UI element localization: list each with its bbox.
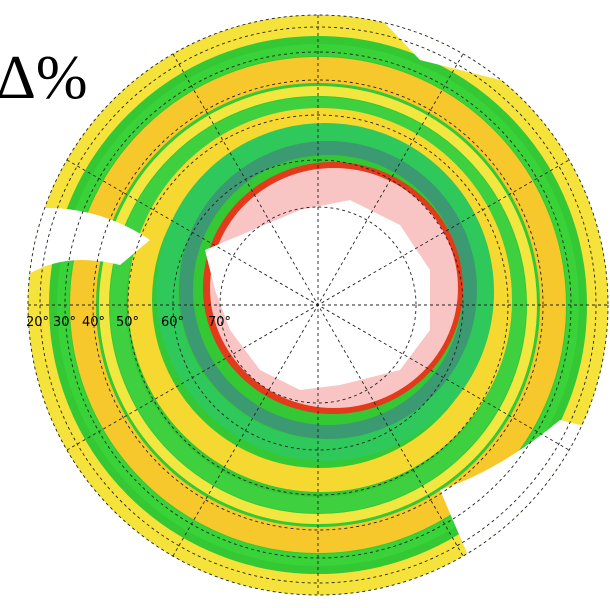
latitude-label: 60° [161,315,184,330]
title: Δ% [0,44,88,112]
latitude-label: 30° [53,315,76,330]
polar-map: Δ% 20° 30° 40° 50° 60° 70° [0,0,610,608]
latitude-label: 70° [208,315,231,330]
latitude-label: 20° [26,315,49,330]
page: Δ% 20° 30° 40° 50° 60° 70° (() => { cons… [0,0,610,608]
latitude-label: 40° [82,315,105,330]
latitude-label: 50° [116,315,139,330]
